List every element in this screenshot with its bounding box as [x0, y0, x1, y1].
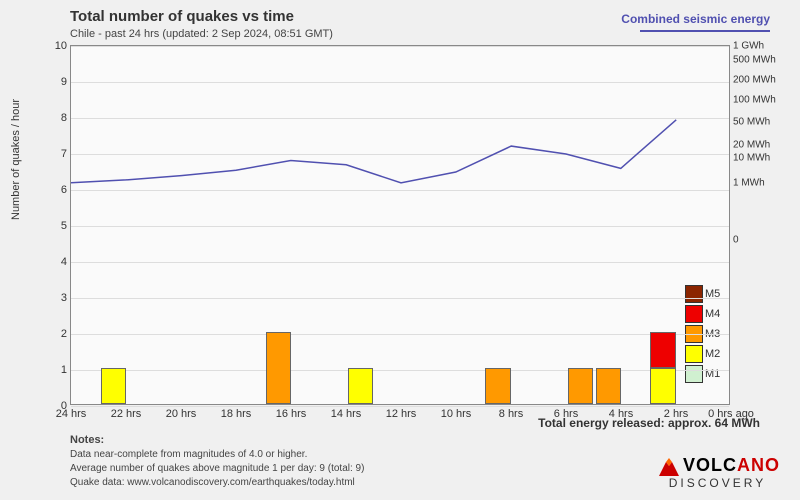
notes-line: Data near-complete from magnitudes of 4.…: [70, 448, 364, 462]
y-axis-left-label: Number of quakes / hour: [10, 99, 22, 220]
logo-text-sub: DISCOVERY: [655, 476, 780, 490]
y-right-tick: 20 MWh: [733, 140, 770, 151]
brand-logo: VOLCANO DISCOVERY: [655, 455, 780, 490]
x-tick: 16 hrs: [276, 408, 307, 420]
notes-line: Average number of quakes above magnitude…: [70, 462, 364, 476]
x-tick: 18 hrs: [221, 408, 252, 420]
x-tick: 8 hrs: [499, 408, 523, 420]
y-left-tick: 8: [61, 112, 67, 124]
y-left-tick: 10: [55, 40, 67, 52]
y-left-tick: 1: [61, 364, 67, 376]
x-tick: 22 hrs: [111, 408, 142, 420]
logo-part1: VOLC: [683, 455, 737, 475]
logo-part2: ANO: [737, 455, 780, 475]
y-left-tick: 3: [61, 292, 67, 304]
energy-line: [71, 46, 731, 406]
y-right-tick: 200 MWh: [733, 75, 776, 86]
y-left-tick: 5: [61, 220, 67, 232]
notes-block: Notes: Data near-complete from magnitude…: [70, 434, 364, 490]
line-legend-stroke: [640, 30, 770, 32]
plot-area: M5M4M3M2M1 01234567891001 MWh10 MWh20 MW…: [70, 45, 730, 405]
logo-text-main: VOLCANO: [655, 455, 780, 476]
chart-container: Total number of quakes vs time Chile - p…: [0, 0, 800, 500]
y-left-tick: 4: [61, 256, 67, 268]
x-tick: 24 hrs: [56, 408, 87, 420]
chart-title: Total number of quakes vs time: [70, 8, 294, 25]
y-right-tick: 100 MWh: [733, 95, 776, 106]
x-tick: 14 hrs: [331, 408, 362, 420]
y-right-tick: 1 MWh: [733, 177, 765, 188]
y-right-tick: 1 GWh: [733, 41, 764, 52]
y-left-tick: 2: [61, 328, 67, 340]
x-tick: 10 hrs: [441, 408, 472, 420]
y-right-tick: 10 MWh: [733, 152, 770, 163]
notes-line: Quake data: www.volcanodiscovery.com/ear…: [70, 476, 364, 490]
notes-title: Notes:: [70, 434, 364, 446]
gridline: [71, 406, 729, 407]
y-right-tick: 0: [733, 235, 739, 246]
y-right-tick: 50 MWh: [733, 116, 770, 127]
y-left-tick: 7: [61, 148, 67, 160]
y-left-tick: 9: [61, 76, 67, 88]
x-tick: 20 hrs: [166, 408, 197, 420]
volcano-icon: [655, 456, 683, 476]
chart-subtitle: Chile - past 24 hrs (updated: 2 Sep 2024…: [70, 28, 333, 40]
y-left-tick: 6: [61, 184, 67, 196]
total-energy-label: Total energy released: approx. 64 MWh: [538, 416, 760, 430]
line-legend-label: Combined seismic energy: [621, 12, 770, 26]
x-tick: 12 hrs: [386, 408, 417, 420]
y-right-tick: 500 MWh: [733, 55, 776, 66]
